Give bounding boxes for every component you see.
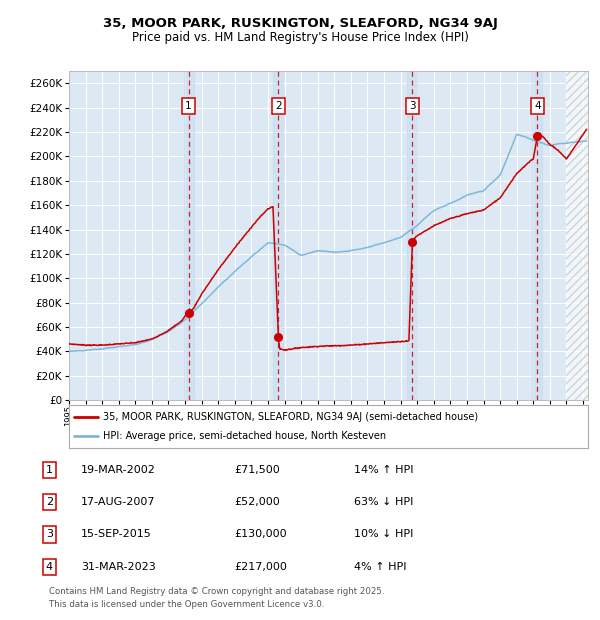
Text: 35, MOOR PARK, RUSKINGTON, SLEAFORD, NG34 9AJ: 35, MOOR PARK, RUSKINGTON, SLEAFORD, NG3… bbox=[103, 17, 497, 30]
Text: 19-MAR-2002: 19-MAR-2002 bbox=[81, 465, 156, 475]
Bar bbox=[407, 71, 418, 400]
Text: 3: 3 bbox=[409, 101, 416, 111]
Bar bbox=[566, 71, 588, 400]
Text: HPI: Average price, semi-detached house, North Kesteven: HPI: Average price, semi-detached house,… bbox=[103, 432, 386, 441]
Text: 14% ↑ HPI: 14% ↑ HPI bbox=[354, 465, 413, 475]
Bar bbox=[532, 71, 542, 400]
Text: 4: 4 bbox=[534, 101, 541, 111]
Text: 15-SEP-2015: 15-SEP-2015 bbox=[81, 529, 152, 539]
Text: 2: 2 bbox=[275, 101, 282, 111]
Text: £130,000: £130,000 bbox=[234, 529, 287, 539]
Text: £71,500: £71,500 bbox=[234, 465, 280, 475]
Bar bbox=[184, 71, 194, 400]
Text: £217,000: £217,000 bbox=[234, 562, 287, 572]
Text: Price paid vs. HM Land Registry's House Price Index (HPI): Price paid vs. HM Land Registry's House … bbox=[131, 31, 469, 43]
Text: 10% ↓ HPI: 10% ↓ HPI bbox=[354, 529, 413, 539]
Text: 17-AUG-2007: 17-AUG-2007 bbox=[81, 497, 155, 507]
Text: 4: 4 bbox=[46, 562, 53, 572]
Text: 63% ↓ HPI: 63% ↓ HPI bbox=[354, 497, 413, 507]
Text: 3: 3 bbox=[46, 529, 53, 539]
Bar bbox=[274, 71, 283, 400]
Text: £52,000: £52,000 bbox=[234, 497, 280, 507]
Text: 31-MAR-2023: 31-MAR-2023 bbox=[81, 562, 156, 572]
Text: 2: 2 bbox=[46, 497, 53, 507]
Text: 4% ↑ HPI: 4% ↑ HPI bbox=[354, 562, 407, 572]
Text: 1: 1 bbox=[46, 465, 53, 475]
Text: Contains HM Land Registry data © Crown copyright and database right 2025.: Contains HM Land Registry data © Crown c… bbox=[49, 587, 385, 596]
Text: 35, MOOR PARK, RUSKINGTON, SLEAFORD, NG34 9AJ (semi-detached house): 35, MOOR PARK, RUSKINGTON, SLEAFORD, NG3… bbox=[103, 412, 478, 422]
Text: This data is licensed under the Open Government Licence v3.0.: This data is licensed under the Open Gov… bbox=[49, 600, 325, 609]
Text: 1: 1 bbox=[185, 101, 192, 111]
